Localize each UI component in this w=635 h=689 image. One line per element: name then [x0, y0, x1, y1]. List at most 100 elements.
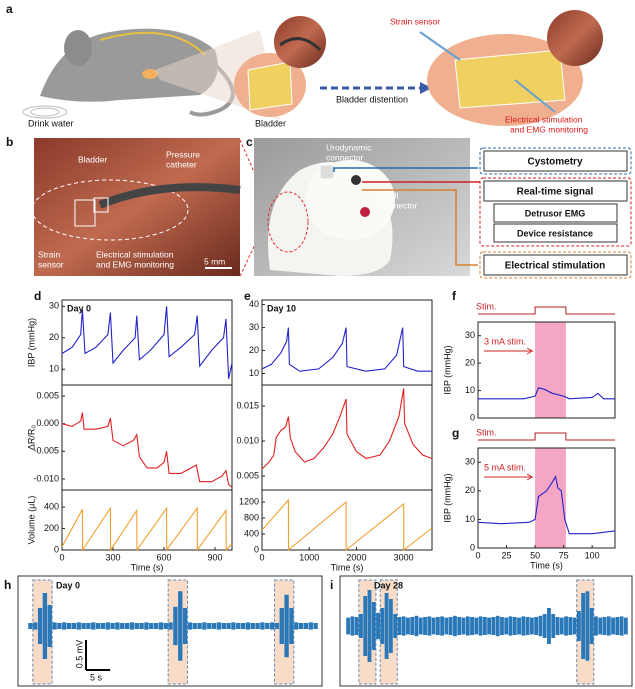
x-tick-label: 0 [259, 552, 264, 562]
y-axis-label: IBP (mmHg) [442, 345, 452, 394]
y-tick-label: 20 [465, 358, 475, 368]
y-tick-label: 0.005 [236, 470, 259, 480]
caption: and EMG monitoring [510, 124, 588, 134]
caption: Bladder distention [336, 94, 408, 104]
caption: Strain [38, 249, 60, 259]
y-tick-label: -0.010 [33, 473, 59, 483]
caption: Electrical stimulation [96, 249, 174, 259]
x-tick-label: 3000 [394, 552, 414, 562]
y-tick-label: 0 [470, 542, 475, 552]
y-axis-label: ΔR/R₀ [26, 425, 36, 451]
y-tick-label: 10 [49, 364, 59, 374]
x-tick-label: 900 [207, 552, 222, 562]
caption: connector [326, 152, 363, 162]
box [479, 177, 632, 247]
y-tick-label: 20 [465, 485, 475, 495]
y-tick-label: 200 [44, 523, 59, 533]
panel-label: i [330, 578, 333, 592]
y-tick-label: 10 [465, 514, 475, 524]
x-tick-label: 0 [475, 550, 480, 560]
box-label: Detrusor EMG [525, 208, 586, 218]
stim-label: Stim. [476, 301, 497, 311]
y-tick-label: 20 [249, 345, 259, 355]
box [479, 147, 632, 175]
caption: Drink water [28, 118, 74, 128]
chart-title: Day 0 [56, 580, 80, 590]
highlight [167, 579, 189, 685]
chart-title: Day 0 [67, 303, 91, 313]
frame [339, 575, 633, 687]
arrow [333, 167, 478, 172]
highlight [379, 579, 398, 685]
y-tick-label: 0 [470, 412, 475, 422]
y-axis-label: Volume (μL) [26, 496, 36, 545]
caption: Strain sensor [390, 16, 440, 26]
trace [261, 327, 432, 372]
y-tick-label: 10 [249, 368, 259, 378]
y-tick-label: 30 [49, 301, 59, 311]
caption: Skull [380, 190, 399, 200]
frame [17, 575, 323, 687]
annotation: 3 mA stim. [484, 336, 526, 346]
box [483, 150, 628, 172]
y-tick-label: 0.000 [36, 418, 59, 428]
axes-frame [477, 447, 616, 549]
y-tick-label: 0 [54, 544, 59, 554]
x-axis-label: Time (s) [530, 560, 563, 570]
panel-label: g [452, 426, 459, 440]
x-tick-label: 600 [156, 552, 171, 562]
mouse-illustration [22, 10, 603, 126]
highlight [274, 579, 295, 685]
axes-frame [61, 489, 233, 551]
y-tick-label: 0.015 [236, 400, 259, 410]
caption: Electrical stimulation [505, 114, 583, 124]
y-tick-label: -0.005 [33, 446, 59, 456]
y-tick-label: 30 [249, 322, 259, 332]
y-axis-label: IBP (mmHg) [442, 473, 452, 522]
chart-title: Day 10 [267, 303, 296, 313]
chart-title: Day 28 [374, 580, 403, 590]
y-tick-label: 1200 [239, 496, 259, 506]
axes-frame [261, 384, 433, 491]
outline [267, 191, 309, 253]
box-label: Real-time signal [517, 187, 594, 198]
annotation-arrow [484, 473, 534, 481]
trace [478, 387, 615, 400]
axes-frame [261, 489, 433, 551]
panel-label: f [452, 289, 457, 303]
outline [93, 197, 109, 213]
box [483, 180, 628, 202]
stim-trace [478, 432, 615, 441]
x-tick-label: 75 [559, 550, 569, 560]
y-tick-label: 800 [244, 512, 259, 522]
y-tick-label: 0 [254, 544, 259, 554]
y-tick-label: 400 [44, 502, 59, 512]
arrow [362, 189, 478, 266]
box-label: Electrical stimulation [505, 261, 606, 272]
caption: Bladder [78, 154, 107, 164]
x-tick-label: 50 [530, 550, 540, 560]
box [479, 251, 632, 279]
caption: and EMG monitoring [96, 259, 174, 269]
y-tick-label: 0.010 [236, 435, 259, 445]
x-axis-label: Time (s) [331, 562, 364, 572]
caption: 5 mm [204, 256, 225, 266]
trace [261, 388, 433, 470]
trace [61, 506, 233, 552]
stim-label: Stim. [476, 427, 497, 437]
y-tick-label: 10 [465, 385, 475, 395]
x-axis-label: Time (s) [131, 562, 164, 572]
box [483, 254, 628, 276]
x-tick-label: 300 [105, 552, 120, 562]
caption: catheter [166, 159, 197, 169]
y-tick-label: 40 [249, 299, 259, 309]
caption: Bladder [255, 118, 286, 128]
trace [61, 306, 233, 379]
highlight [32, 579, 53, 685]
panel-label: d [34, 289, 41, 303]
highlight [358, 579, 377, 685]
y-tick-label: 20 [49, 332, 59, 342]
caption: connector [380, 200, 417, 210]
caption: Pressure [166, 149, 200, 159]
y-tick-label: 0.005 [36, 390, 59, 400]
